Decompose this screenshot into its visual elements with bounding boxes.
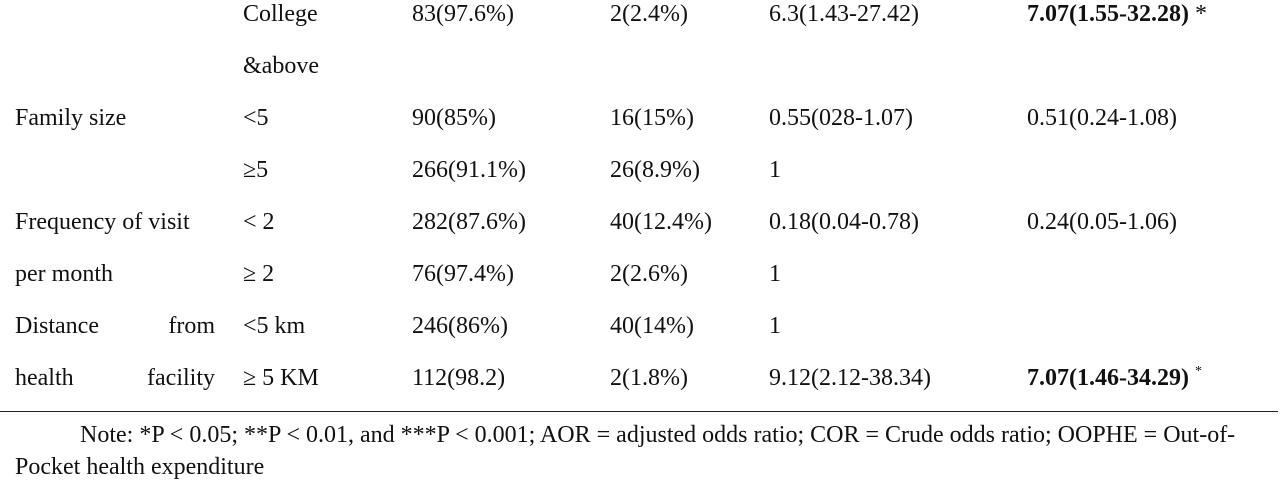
variable-cell: Frequency of visit per month	[0, 196, 243, 300]
aor-cell: 0.24(0.05-1.06)	[1027, 196, 1278, 248]
yes-value: 83(97.6%)	[412, 1, 514, 27]
yes-cell: 282(87.6%)	[412, 196, 610, 248]
cor-value: 9.12(2.12-38.34)	[769, 365, 931, 391]
level-label: ≥5	[243, 157, 269, 183]
no-cell: 2(1.8%)	[610, 352, 769, 404]
yes-value: 246(86%)	[412, 313, 508, 339]
yes-value: 112(98.2)	[412, 365, 506, 391]
no-cell: 2(2.6%)	[610, 248, 769, 300]
level-label: <5 km	[243, 313, 306, 339]
cor-cell: 0.18(0.04-0.78)	[769, 196, 1027, 248]
level-label: College &above	[243, 1, 319, 79]
aor-cell: 7.07(1.55-32.28) *	[1027, 0, 1278, 92]
significance-mark: *	[1194, 364, 1202, 379]
yes-cell: 76(97.4%)	[412, 248, 610, 300]
no-cell: 26(8.9%)	[610, 144, 769, 196]
cor-cell: 6.3(1.43-27.42)	[769, 0, 1027, 92]
level-label: <5	[243, 105, 269, 131]
cor-cell: 0.55(028-1.07)	[769, 92, 1027, 144]
variable-label: Family size	[15, 105, 127, 131]
aor-value: 0.24(0.05-1.06)	[1027, 209, 1177, 235]
table-row: ≥ 5 KM 112(98.2) 2(1.8%) 9.12(2.12-38.34) 7.…	[0, 352, 1278, 404]
cor-value: 6.3(1.43-27.42)	[769, 1, 919, 27]
yes-cell: 246(86%)	[412, 300, 610, 352]
significance-mark: *	[1194, 1, 1207, 27]
table-row: ≥ 2 76(97.4%) 2(2.6%) 1	[0, 248, 1278, 300]
level-label: ≥ 5 KM	[243, 365, 319, 391]
level-cell: <5 km	[243, 300, 412, 352]
cor-value: 1	[769, 157, 781, 183]
level-cell: ≥ 2	[243, 248, 412, 300]
aor-cell: 7.07(1.46-34.29) *	[1027, 352, 1278, 404]
level-cell: <5	[243, 92, 412, 144]
no-cell: 16(15%)	[610, 92, 769, 144]
table-row: Frequency of visit per month < 2 282(87.6%…	[0, 196, 1278, 287]
aor-cell: 0.51(0.24-1.08)	[1027, 92, 1278, 144]
cor-cell: 1	[769, 300, 1027, 352]
yes-cell: 83(97.6%)	[412, 0, 610, 92]
no-value: 2(1.8%)	[610, 365, 688, 391]
cor-cell: 1	[769, 248, 1027, 300]
cor-cell: 9.12(2.12-38.34)	[769, 352, 1027, 404]
no-value: 40(12.4%)	[610, 209, 712, 235]
yes-cell: 266(91.1%)	[412, 144, 610, 196]
no-value: 2(2.6%)	[610, 261, 688, 287]
aor-cell	[1027, 248, 1278, 300]
level-cell: < 2	[243, 196, 412, 248]
no-value: 26(8.9%)	[610, 157, 700, 183]
variable-cell: Distance from health facility	[0, 300, 243, 404]
aor-cell	[1027, 300, 1278, 352]
variable-label: Frequency of visit per month	[15, 209, 190, 287]
aor-cell	[1027, 144, 1278, 196]
variable-cell	[0, 0, 243, 92]
no-value: 40(14%)	[610, 313, 694, 339]
no-cell: 40(14%)	[610, 300, 769, 352]
results-table: College &above 83(97.6%) 2(2.4%) 6.3(1.43-2…	[0, 0, 1278, 404]
yes-value: 266(91.1%)	[412, 157, 526, 183]
no-cell: 40(12.4%)	[610, 196, 769, 248]
table-note: Note: *P < 0.05; **P < 0.01, and ***P < …	[15, 422, 1236, 480]
aor-value: 7.07(1.46-34.29)	[1027, 365, 1189, 391]
yes-value: 90(85%)	[412, 105, 496, 131]
aor-value: 0.51(0.24-1.08)	[1027, 105, 1177, 131]
aor-value: 7.07(1.55-32.28)	[1027, 1, 1189, 27]
level-cell: ≥5	[243, 144, 412, 196]
cor-value: 0.55(028-1.07)	[769, 105, 913, 131]
yes-value: 282(87.6%)	[412, 209, 526, 235]
variable-cell: Family size	[0, 92, 243, 196]
variable-label: Distance from health facility	[15, 313, 215, 391]
yes-value: 76(97.4%)	[412, 261, 514, 287]
level-label: < 2	[243, 209, 275, 235]
table-rule	[0, 411, 1278, 412]
table-row: Family size <5 90(85%) 16(15%) 0.55(028-1.07…	[0, 92, 1278, 144]
cor-value: 0.18(0.04-0.78)	[769, 209, 919, 235]
table-row: ≥5 266(91.1%) 26(8.9%) 1	[0, 144, 1278, 196]
level-cell: College &above	[243, 0, 412, 92]
yes-cell: 112(98.2)	[412, 352, 610, 404]
no-value: 16(15%)	[610, 105, 694, 131]
no-value: 2(2.4%)	[610, 1, 688, 27]
table-row: Distance from health facility <5 km 246(86…	[0, 300, 1278, 391]
cor-cell: 1	[769, 144, 1027, 196]
level-cell: ≥ 5 KM	[243, 352, 412, 404]
no-cell: 2(2.4%)	[610, 0, 769, 92]
cor-value: 1	[769, 313, 781, 339]
yes-cell: 90(85%)	[412, 92, 610, 144]
level-label: ≥ 2	[243, 261, 275, 287]
cor-value: 1	[769, 261, 781, 287]
